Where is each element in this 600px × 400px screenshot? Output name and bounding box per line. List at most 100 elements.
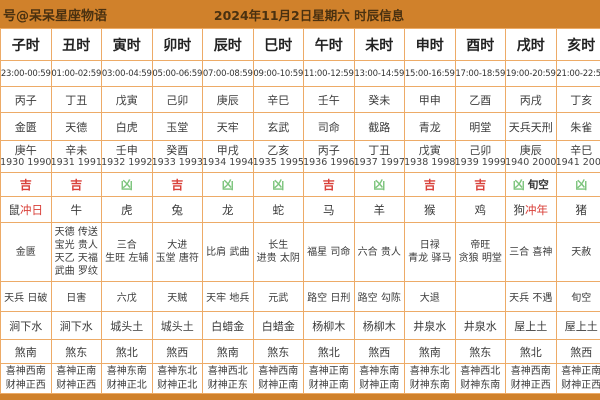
nayin-cell: 井泉水 xyxy=(455,312,506,340)
nayin-cell: 屋上土 xyxy=(556,312,600,340)
luck-cell: 凶 xyxy=(556,173,600,197)
hour-column-甲申: 申时 15:00-16:59 甲申 青龙 戊寅 1938 1998 吉猴日禄 青龙 驿马 大退井… xyxy=(405,29,456,394)
direction-cell: 喜神东北 财神东南 xyxy=(405,364,456,394)
ganzhi-cell: 戊寅 xyxy=(102,87,153,113)
direction-cell: 喜神正南 财神正西 xyxy=(556,364,600,394)
zodiac-cell: 羊 xyxy=(354,197,405,223)
chong-cell: 癸酉 1933 1993 xyxy=(152,141,203,173)
star-cell: 天牢 xyxy=(203,113,254,141)
chong-cell: 庚午 1930 1990 xyxy=(1,141,52,173)
nayin-cell: 白蜡金 xyxy=(253,312,304,340)
direction-cell: 喜神西南 财神正南 xyxy=(253,364,304,394)
xiongshen-cell: 大退 xyxy=(405,282,456,312)
ganzhi-cell: 丁丑 xyxy=(51,87,102,113)
ganzhi-cell: 壬午 xyxy=(304,87,355,113)
sha-cell: 煞北 xyxy=(506,340,557,364)
xiongshen-cell: 六戊 xyxy=(102,282,153,312)
hour-cell: 卯时 xyxy=(152,29,203,61)
direction-cell: 喜神正南 财神正西 xyxy=(51,364,102,394)
chong-cell: 戊寅 1938 1998 xyxy=(405,141,456,173)
zodiac-cell: 鸡 xyxy=(455,197,506,223)
star-cell: 青龙 xyxy=(405,113,456,141)
direction-cell: 喜神西北 财神正东 xyxy=(203,364,254,394)
time-cell: 19:00-20:59 xyxy=(506,61,557,87)
ganzhi-cell: 己卯 xyxy=(152,87,203,113)
ganzhi-cell: 庚辰 xyxy=(203,87,254,113)
luck-cell: 凶 xyxy=(102,173,153,197)
hour-cell: 戌时 xyxy=(506,29,557,61)
star-cell: 明堂 xyxy=(455,113,506,141)
jishen-cell: 比肩 武曲 xyxy=(203,223,254,282)
xiongshen-cell: 日害 xyxy=(51,282,102,312)
hour-cell: 午时 xyxy=(304,29,355,61)
zodiac-cell: 牛 xyxy=(51,197,102,223)
direction-cell: 喜神东北 财神正北 xyxy=(152,364,203,394)
nayin-cell: 城头土 xyxy=(102,312,153,340)
star-cell: 朱雀 xyxy=(556,113,600,141)
hour-cell: 辰时 xyxy=(203,29,254,61)
luck-cell: 吉 xyxy=(405,173,456,197)
direction-cell: 喜神西南 财神正西 xyxy=(1,364,52,394)
hour-cell: 寅时 xyxy=(102,29,153,61)
star-cell: 白虎 xyxy=(102,113,153,141)
luck-cell: 凶旬空 xyxy=(506,173,557,197)
direction-cell: 喜神西北 财神东南 xyxy=(455,364,506,394)
bottom-bar xyxy=(0,394,600,400)
xiongshen-cell xyxy=(455,282,506,312)
hour-cell: 酉时 xyxy=(455,29,506,61)
jishen-cell: 福星 司命 xyxy=(304,223,355,282)
hour-cell: 丑时 xyxy=(51,29,102,61)
ganzhi-cell: 甲申 xyxy=(405,87,456,113)
jishen-cell: 天德 传送 宝光 贵人 天乙 天福 武曲 罗纹 xyxy=(51,223,102,282)
jishen-cell: 三合 生旺 左辅 xyxy=(102,223,153,282)
time-cell: 13:00-14:59 xyxy=(354,61,405,87)
hour-cell: 亥时 xyxy=(556,29,600,61)
hour-column-癸未: 未时 13:00-14:59 癸未 截路 丁丑 1937 1997 凶羊六合 贵人 路空 勾陈… xyxy=(354,29,405,394)
hour-column-戊寅: 寅时 03:00-04:59 戊寅 白虎 壬申 1932 1992 凶虎三合 生旺 左辅 六戊城… xyxy=(102,29,153,394)
time-cell: 11:00-12:59 xyxy=(304,61,355,87)
sha-cell: 煞西 xyxy=(152,340,203,364)
star-cell: 玄武 xyxy=(253,113,304,141)
zodiac-cell: 狗冲年 xyxy=(506,197,557,223)
jishen-cell: 天赦 xyxy=(556,223,600,282)
nayin-cell: 涧下水 xyxy=(51,312,102,340)
sha-cell: 煞东 xyxy=(455,340,506,364)
time-cell: 09:00-10:59 xyxy=(253,61,304,87)
zodiac-cell: 虎 xyxy=(102,197,153,223)
luck-cell: 吉 xyxy=(1,173,52,197)
sha-cell: 煞北 xyxy=(304,340,355,364)
nayin-cell: 白蜡金 xyxy=(203,312,254,340)
sha-cell: 煞东 xyxy=(253,340,304,364)
jishen-cell: 金匮 xyxy=(1,223,52,282)
hour-cell: 子时 xyxy=(1,29,52,61)
hour-column-庚辰: 辰时 07:00-08:59 庚辰 天牢 甲戌 1934 1994 凶龙比肩 武曲 天牢 地兵… xyxy=(203,29,254,394)
chong-cell: 丁丑 1937 1997 xyxy=(354,141,405,173)
chong-cell: 壬申 1932 1992 xyxy=(102,141,153,173)
zodiac-cell: 蛇 xyxy=(253,197,304,223)
direction-cell: 喜神东南 财神正北 xyxy=(102,364,153,394)
jishen-cell: 三合 喜神 xyxy=(506,223,557,282)
time-cell: 17:00-18:59 xyxy=(455,61,506,87)
almanac-table: 子时 23:00-00:59 丙子 金匮 庚午 1930 1990 吉鼠冲日 金匮 天兵 日破涧… xyxy=(0,28,600,394)
sha-cell: 煞东 xyxy=(51,340,102,364)
nayin-cell: 城头土 xyxy=(152,312,203,340)
ganzhi-cell: 丁亥 xyxy=(556,87,600,113)
ganzhi-cell: 癸未 xyxy=(354,87,405,113)
nayin-cell: 杨柳木 xyxy=(354,312,405,340)
luck-cell: 凶 xyxy=(253,173,304,197)
nayin-cell: 涧下水 xyxy=(1,312,52,340)
hour-column-辛巳: 巳时 09:00-10:59 辛巳 玄武 乙亥 1935 1995 凶蛇长生 进贵 太阴 元武白… xyxy=(253,29,304,394)
time-cell: 07:00-08:59 xyxy=(203,61,254,87)
sha-cell: 煞南 xyxy=(405,340,456,364)
header-bar: 号@呆呆星座物语 2024年11月2日星期六 时辰信息 xyxy=(0,0,600,28)
zodiac-cell: 猴 xyxy=(405,197,456,223)
hour-column-乙酉: 酉时 17:00-18:59 乙酉 明堂 己卯 1939 1999 吉鸡帝旺 贪狼 明堂 井泉水… xyxy=(455,29,506,394)
luck-cell: 吉 xyxy=(304,173,355,197)
hour-column-壬午: 午时 11:00-12:59 壬午 司命 丙子 1936 1996 吉马福星 司命 路空 日刑… xyxy=(304,29,355,394)
direction-cell: 喜神东南 财神正南 xyxy=(354,364,405,394)
chong-cell: 甲戌 1934 1994 xyxy=(203,141,254,173)
xiongshen-cell: 天兵 不遇 xyxy=(506,282,557,312)
zodiac-cell: 兔 xyxy=(152,197,203,223)
time-cell: 23:00-00:59 xyxy=(1,61,52,87)
hour-cell: 未时 xyxy=(354,29,405,61)
